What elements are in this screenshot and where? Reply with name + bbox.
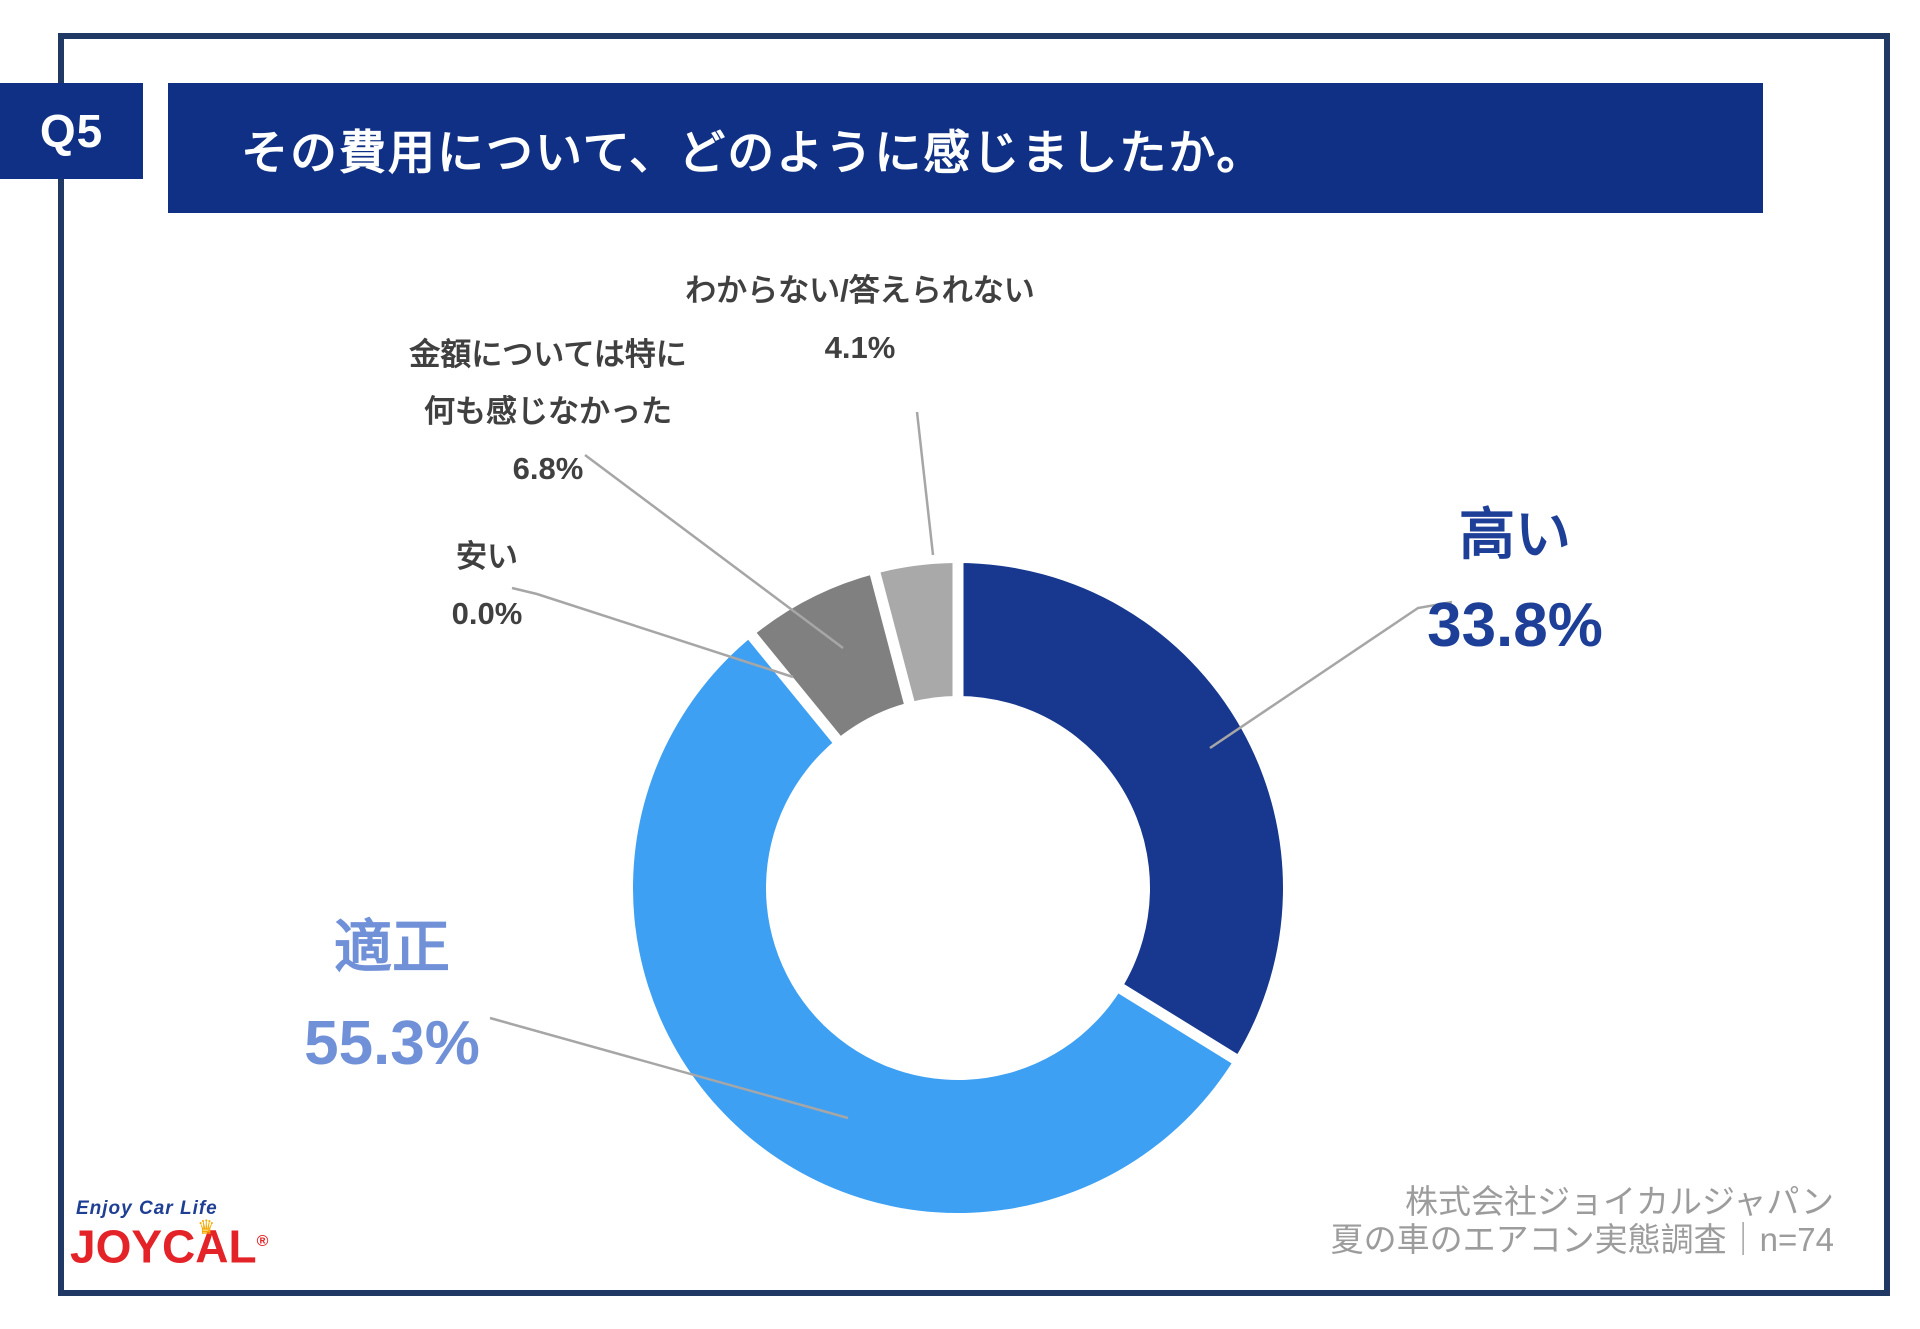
callout-takai-value: 33.8% bbox=[1427, 591, 1603, 660]
logo-brand-a: ♛ A bbox=[195, 1217, 228, 1269]
leader-tekisei bbox=[489, 1016, 849, 1120]
logo-brand-right: L bbox=[228, 1220, 257, 1273]
segment-separator bbox=[1112, 980, 1245, 1068]
page-title: その費用について、どのように感じましたか。 bbox=[241, 125, 1266, 179]
footer-credit: 株式会社ジョイカルジャパン 夏の車のエアコン実態調査｜n=74 bbox=[1331, 1183, 1834, 1259]
callout-kingaku-value: 6.8% bbox=[512, 451, 584, 486]
question-number-label: Q5 bbox=[39, 105, 104, 157]
leader-yasui bbox=[511, 586, 794, 679]
callout-takai-label: 高い bbox=[1459, 503, 1571, 566]
leader-kingaku bbox=[584, 453, 844, 650]
logo-tagline: Enjoy Car Life bbox=[76, 1198, 218, 1219]
logo-brand-left: JOYC bbox=[70, 1220, 196, 1273]
slide-frame bbox=[58, 33, 1890, 1296]
callout-tekisei-label: 適正 bbox=[333, 915, 450, 980]
callout-yasui: 安い 0.0% bbox=[337, 528, 637, 642]
callout-wakaranai: わからない/答えられない 4.1% bbox=[560, 262, 1160, 376]
callout-yasui-label: 安い bbox=[456, 539, 518, 574]
donut-segment-3 bbox=[752, 573, 910, 740]
donut-segment-4 bbox=[875, 563, 958, 703]
callout-tekisei-value: 55.3% bbox=[304, 1009, 480, 1078]
footer-credit-line1: 株式会社ジョイカルジャパン bbox=[1405, 1183, 1834, 1220]
callout-wakaranai-label: わからない/答えられない bbox=[685, 273, 1035, 308]
question-number-badge: Q5 bbox=[0, 83, 143, 179]
crown-icon: ♛ bbox=[197, 1217, 216, 1240]
callout-yasui-value: 0.0% bbox=[451, 596, 523, 631]
logo-brand-text: JOYC ♛ AL® bbox=[70, 1217, 310, 1269]
callout-wakaranai-value: 4.1% bbox=[824, 330, 896, 365]
leader-takai bbox=[1209, 600, 1453, 750]
segment-separator bbox=[867, 564, 917, 711]
callout-kingaku-label2: 何も感じなかった bbox=[424, 394, 672, 429]
donut-segment-1 bbox=[633, 636, 1235, 1213]
joycal-logo: Enjoy Car Life JOYC ♛ AL® bbox=[70, 1198, 310, 1269]
callout-kingaku: 金額については特に 何も感じなかった 6.8% bbox=[328, 326, 768, 497]
segment-separator bbox=[743, 626, 846, 749]
registered-mark: ® bbox=[256, 1233, 269, 1250]
callout-kingaku-label1: 金額については特に bbox=[409, 337, 687, 372]
logo-brand-a-letter: A bbox=[195, 1220, 229, 1273]
leader-wakaranai bbox=[915, 411, 935, 556]
callout-tekisei: 適正 55.3% bbox=[192, 912, 592, 1082]
donut-segment-0 bbox=[958, 563, 1283, 1059]
callout-takai: 高い 33.8% bbox=[1315, 500, 1715, 664]
footer-credit-line2: 夏の車のエアコン実態調査｜n=74 bbox=[1330, 1221, 1834, 1258]
question-title-bar: その費用について、どのように感じましたか。 bbox=[168, 83, 1763, 213]
